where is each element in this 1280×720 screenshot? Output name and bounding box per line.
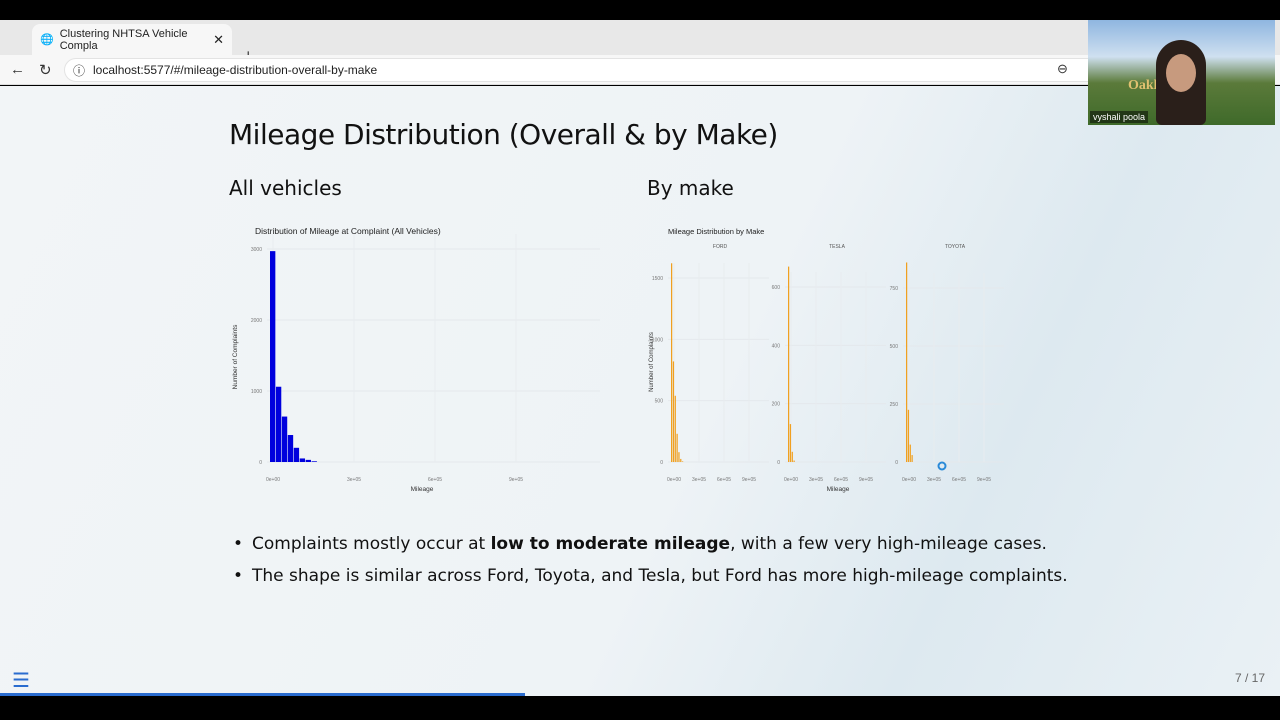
histogram-bar xyxy=(287,435,294,462)
x-tick-label: 0e+00 xyxy=(266,477,280,483)
address-bar-row: ← ↻ ⓘ localhost:5577/#/mileage-distribut… xyxy=(0,55,1280,85)
close-tab-icon[interactable]: ✕ xyxy=(213,31,224,47)
chart-title: Distribution of Mileage at Complaint (Al… xyxy=(255,226,441,236)
histogram-bar xyxy=(791,451,793,462)
bullet-1: Complaints mostly occur at low to modera… xyxy=(233,534,1068,554)
facet-label: TESLA xyxy=(829,244,846,250)
charts: Distribution of Mileage at Complaint (Al… xyxy=(232,226,1004,493)
x-tick-label: 6e+05 xyxy=(428,477,442,483)
all-vehicles-heading: All vehicles xyxy=(229,176,342,200)
y-tick-label: 500 xyxy=(890,344,899,350)
webcam-overlay: Oakl vyshali poola xyxy=(1088,20,1275,125)
y-tick-label: 750 xyxy=(890,286,899,292)
histogram-bar xyxy=(909,444,911,462)
y-tick-label: 3000 xyxy=(251,247,262,253)
y-tick-label: 1000 xyxy=(251,389,262,395)
histogram-bar xyxy=(680,458,682,462)
y-axis-label: Number of Complaints xyxy=(232,324,239,389)
histogram-bar xyxy=(311,461,317,462)
x-axis-label: Mileage xyxy=(827,486,850,493)
y-tick-label: 200 xyxy=(772,402,781,408)
histogram-bar xyxy=(293,447,300,462)
bullet-list: Complaints mostly occur at low to modera… xyxy=(233,534,1068,598)
histogram-bar xyxy=(788,266,790,462)
histogram-bar xyxy=(789,424,792,462)
x-tick-label: 9e+05 xyxy=(509,477,523,483)
histogram-bar xyxy=(281,416,288,462)
x-tick-label: 9e+05 xyxy=(859,477,873,483)
slide: Mileage Distribution (Overall & by Make)… xyxy=(0,86,1280,696)
bullet-2: The shape is similar across Ford, Toyota… xyxy=(233,566,1068,586)
x-tick-label: 3e+05 xyxy=(809,477,823,483)
histogram-bar xyxy=(674,395,676,462)
histogram-bar xyxy=(678,452,680,462)
presenter-video xyxy=(1156,40,1206,125)
x-tick-label: 9e+05 xyxy=(977,477,991,483)
facet-label: TOYOTA xyxy=(945,244,966,250)
x-tick-label: 9e+05 xyxy=(742,477,756,483)
browser-tab[interactable]: 🌐 Clustering NHTSA Vehicle Compla ✕ xyxy=(32,24,232,55)
histogram-bar xyxy=(682,461,684,462)
click-indicator-icon xyxy=(937,461,947,471)
sign-text: Oakl xyxy=(1128,78,1158,93)
url-field[interactable]: ⓘ localhost:5577/#/mileage-distribution-… xyxy=(64,58,1104,82)
menu-icon[interactable]: ☰ xyxy=(12,670,30,692)
progress-bar xyxy=(0,693,525,696)
histogram-bar xyxy=(299,458,306,462)
y-tick-label: 2000 xyxy=(251,318,262,324)
y-tick-label: 0 xyxy=(259,460,262,466)
x-tick-label: 0e+00 xyxy=(667,477,681,483)
y-tick-label: 1500 xyxy=(652,276,663,282)
slide-title: Mileage Distribution (Overall & by Make) xyxy=(229,118,778,151)
x-tick-label: 6e+05 xyxy=(952,477,966,483)
info-icon: ⓘ xyxy=(73,63,86,78)
y-tick-label: 250 xyxy=(890,402,899,408)
histogram-bar xyxy=(676,433,678,462)
x-tick-label: 6e+05 xyxy=(717,477,731,483)
zoom-out-icon[interactable]: ⊖ xyxy=(1057,61,1068,76)
y-tick-label: 400 xyxy=(772,343,781,349)
back-icon[interactable]: ← xyxy=(10,61,25,78)
tab-title: Clustering NHTSA Vehicle Compla xyxy=(59,27,188,52)
histogram-bar xyxy=(672,361,675,462)
y-tick-label: 500 xyxy=(655,399,664,405)
by-make-heading: By make xyxy=(647,176,734,200)
reload-icon[interactable]: ↻ xyxy=(39,62,52,79)
x-tick-label: 0e+00 xyxy=(902,477,916,483)
histogram-bar xyxy=(305,459,311,462)
chart-title: Mileage Distribution by Make xyxy=(668,227,764,236)
x-tick-label: 6e+05 xyxy=(834,477,848,483)
y-axis-label: Number of Complaints xyxy=(649,332,655,392)
x-tick-label: 3e+05 xyxy=(927,477,941,483)
tab-bar: ⌵ 🌐 Clustering NHTSA Vehicle Compla ✕ + xyxy=(0,20,1280,66)
x-axis-label: Mileage xyxy=(411,486,434,493)
x-tick-label: 0e+00 xyxy=(784,477,798,483)
y-tick-label: 0 xyxy=(777,460,780,466)
y-tick-label: 1000 xyxy=(652,337,663,343)
y-tick-label: 0 xyxy=(660,460,663,466)
presenter-name: vyshali poola xyxy=(1090,111,1149,123)
histogram-bar xyxy=(911,455,913,462)
x-tick-label: 3e+05 xyxy=(347,477,361,483)
y-tick-label: 0 xyxy=(895,460,898,466)
histogram-bar xyxy=(906,262,908,462)
facet-label: FORD xyxy=(713,244,728,250)
histogram-bar xyxy=(270,251,276,462)
y-tick-label: 600 xyxy=(772,285,781,291)
histogram-bar xyxy=(275,386,282,462)
globe-icon: 🌐 xyxy=(40,34,54,46)
page-number: 7 / 17 xyxy=(1234,671,1265,685)
histogram-bar xyxy=(907,409,910,462)
url-text: localhost:5577/#/mileage-distribution-ov… xyxy=(93,63,378,77)
histogram-bar xyxy=(671,263,673,462)
x-tick-label: 3e+05 xyxy=(692,477,706,483)
histogram-bar xyxy=(793,460,795,462)
